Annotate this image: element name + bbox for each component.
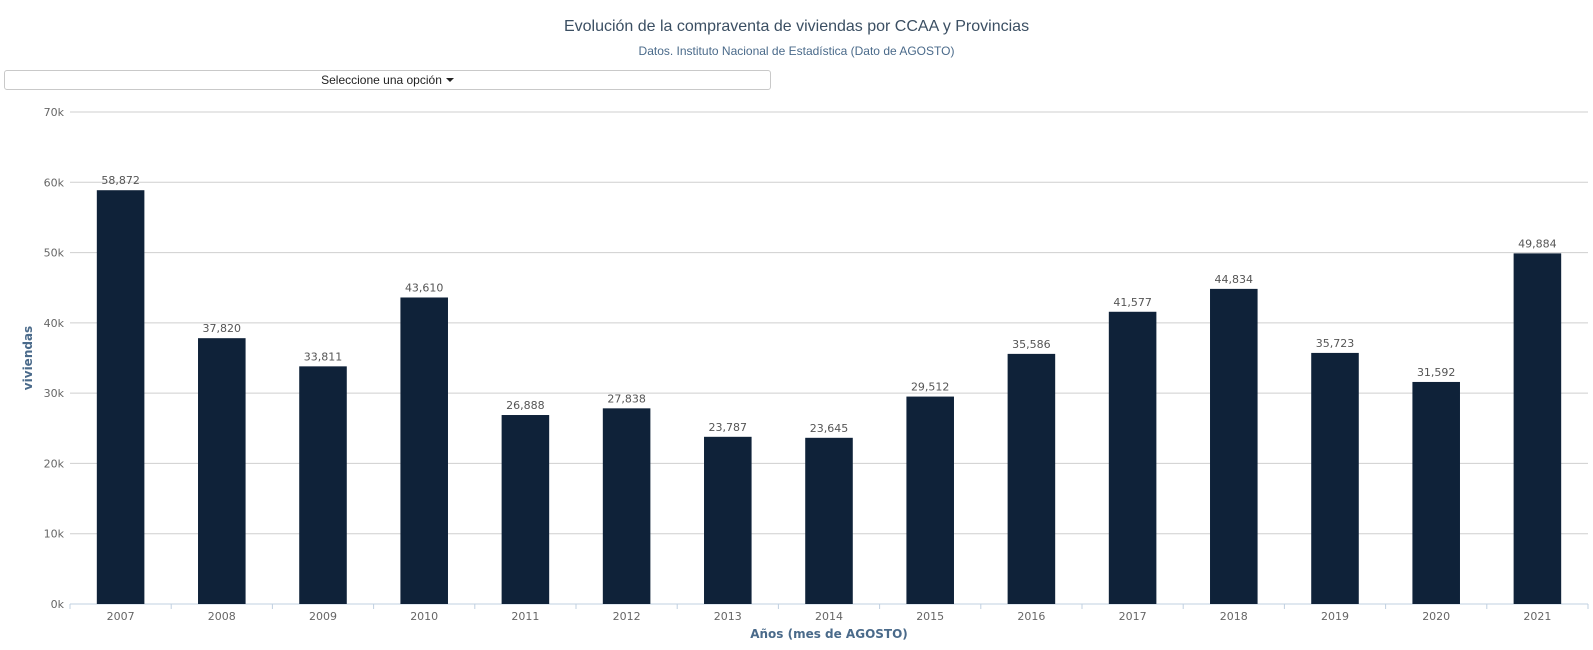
x-tick-label: 2021 <box>1523 610 1551 623</box>
y-tick-label: 10k <box>44 528 65 541</box>
chart-subtitle: Datos. Instituto Nacional de Estadística… <box>638 44 955 58</box>
bar-2008[interactable] <box>198 338 246 604</box>
bar-2012[interactable] <box>602 408 651 604</box>
y-tick-label: 60k <box>44 176 65 189</box>
x-tick-label: 2008 <box>208 610 236 623</box>
x-tick-label: 2017 <box>1119 610 1147 623</box>
bar-2010[interactable] <box>400 297 448 604</box>
y-tick-label: 50k <box>44 247 65 260</box>
bar-2015[interactable] <box>906 396 954 604</box>
x-tick-label: 2009 <box>309 610 337 623</box>
data-label-2012: 27,838 <box>607 392 646 405</box>
bar-2017[interactable] <box>1108 311 1157 604</box>
x-tick-label: 2014 <box>815 610 843 623</box>
data-label-2021: 49,884 <box>1518 237 1557 250</box>
y-axis-ticks: 0k 10k 20k 30k 40k 50k 60k 70k <box>44 106 65 611</box>
data-label-2016: 35,586 <box>1012 338 1051 351</box>
data-label-2010: 43,610 <box>405 281 444 294</box>
bar-2014[interactable] <box>805 437 853 604</box>
data-label-2008: 37,820 <box>203 322 242 335</box>
data-label-2014: 23,645 <box>810 422 849 435</box>
x-tick-label: 2019 <box>1321 610 1349 623</box>
x-tick-label: 2013 <box>714 610 742 623</box>
y-tick-label: 70k <box>44 106 65 119</box>
data-label-2018: 44,834 <box>1215 273 1254 286</box>
chart-title: Evolución de la compraventa de viviendas… <box>563 18 1030 35</box>
x-axis-title: Años (mes de AGOSTO) <box>750 627 908 641</box>
x-tick-label: 2020 <box>1422 610 1450 623</box>
option-select-label: Seleccione una opción <box>321 73 442 87</box>
bars: 58,872 37,820 33,811 43,610 26,888 27,838 23,7… <box>96 174 1562 605</box>
data-label-2017: 41,577 <box>1113 296 1152 309</box>
bar-2007[interactable] <box>96 190 145 605</box>
y-tick-label: 0k <box>51 598 65 611</box>
bar-2018[interactable] <box>1210 288 1258 604</box>
x-tick-label: 2012 <box>613 610 641 623</box>
bar-2019[interactable] <box>1311 352 1359 604</box>
option-select-dropdown[interactable]: Seleccione una opción <box>4 70 771 90</box>
data-label-2020: 31,592 <box>1417 366 1456 379</box>
data-label-2011: 26,888 <box>506 399 545 412</box>
bar-2013[interactable] <box>704 436 752 604</box>
y-tick-label: 30k <box>44 387 65 400</box>
data-label-2009: 33,811 <box>304 350 343 363</box>
data-label-2015: 29,512 <box>911 381 950 394</box>
y-tick-label: 20k <box>44 457 65 470</box>
y-axis-title: viviendas <box>21 326 35 390</box>
x-tick-label: 2016 <box>1017 610 1045 623</box>
x-tick-label: 2018 <box>1220 610 1248 623</box>
data-label-2019: 35,723 <box>1316 337 1355 350</box>
bar-2016[interactable] <box>1007 353 1056 604</box>
bar-2009[interactable] <box>299 366 347 604</box>
x-axis-ticks: 2007 2008 2009 2010 2011 2012 2013 2014 2015 2016… <box>69 604 1589 623</box>
x-tick-label: 2007 <box>107 610 135 623</box>
data-label-2013: 23,787 <box>709 421 748 434</box>
bar-2021[interactable] <box>1513 253 1562 604</box>
caret-down-icon <box>445 78 454 82</box>
bar-2011[interactable] <box>501 415 550 604</box>
x-tick-label: 2015 <box>916 610 944 623</box>
y-tick-label: 40k <box>44 317 65 330</box>
x-tick-label: 2011 <box>511 610 539 623</box>
data-label-2007: 58,872 <box>101 174 140 187</box>
bar-2020[interactable] <box>1412 381 1460 604</box>
x-tick-label: 2010 <box>410 610 438 623</box>
